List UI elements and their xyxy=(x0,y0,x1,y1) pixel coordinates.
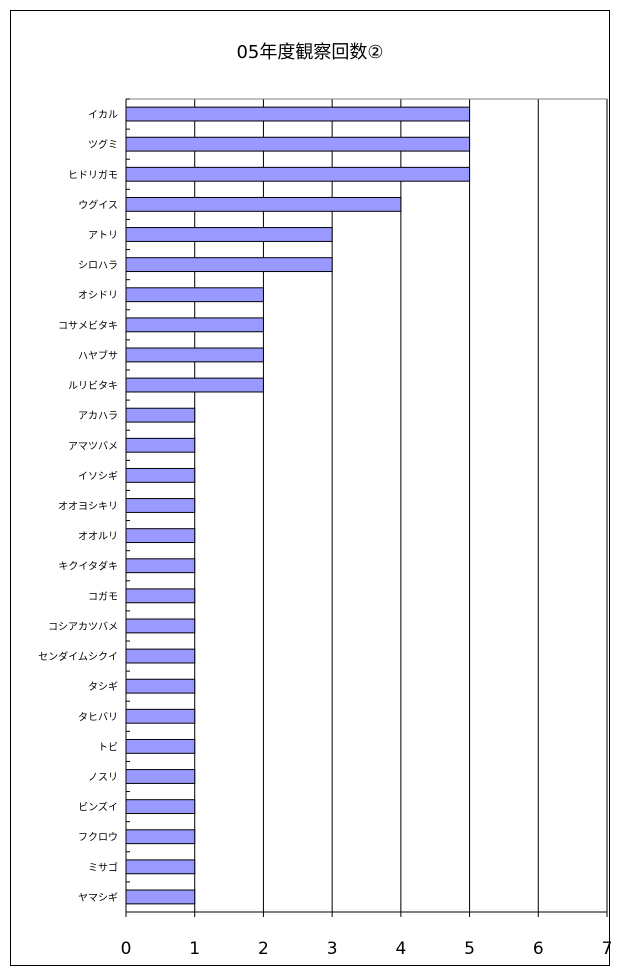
x-tick-label: 0 xyxy=(121,939,132,959)
bar xyxy=(125,287,264,303)
bar xyxy=(125,437,196,453)
bar xyxy=(125,347,264,363)
bar xyxy=(125,678,196,694)
bar xyxy=(125,769,196,784)
category-label: タヒバリ xyxy=(78,711,118,723)
bar xyxy=(125,227,333,242)
x-tick-label: 3 xyxy=(327,939,338,959)
bar xyxy=(125,106,471,122)
category-label: フクロウ xyxy=(78,832,118,844)
bar xyxy=(125,829,196,845)
category-label: アトリ xyxy=(88,231,118,242)
category-label: シロハラ xyxy=(78,260,118,272)
bar xyxy=(125,588,196,604)
x-tick-label: 6 xyxy=(533,939,544,959)
category-label: ヒドリガモ xyxy=(68,169,118,181)
x-tick-label: 1 xyxy=(189,939,200,959)
bar xyxy=(125,738,196,754)
bar xyxy=(125,136,471,152)
category-label: コガモ xyxy=(88,591,118,603)
category-label: アカハラ xyxy=(78,410,118,422)
category-label: ツグミ xyxy=(88,138,118,151)
category-label: ヤマシギ xyxy=(78,892,118,904)
category-label: センダイムシクイ xyxy=(38,650,118,663)
bar xyxy=(125,889,196,905)
bar xyxy=(125,196,402,212)
bar xyxy=(125,558,196,574)
x-tick-label: 7 xyxy=(602,939,613,959)
category-label: ウグイス xyxy=(78,198,118,211)
category-label: イソシギ xyxy=(78,470,118,482)
category-label: オオヨシキリ xyxy=(58,501,118,513)
category-label: タシギ xyxy=(88,681,118,693)
bar xyxy=(125,317,264,333)
bar xyxy=(125,708,196,724)
chart-title: 05年度観察回数② xyxy=(236,42,384,63)
category-label: オシドリ xyxy=(78,290,118,302)
bar xyxy=(125,799,196,815)
category-label: アマツバメ xyxy=(68,440,118,452)
bar xyxy=(125,377,264,393)
x-tick-label: 5 xyxy=(464,939,475,959)
category-label: キクイタダキ xyxy=(58,560,118,573)
bar xyxy=(125,618,196,634)
bar xyxy=(125,498,196,513)
bar xyxy=(125,859,196,875)
category-label: ノスリ xyxy=(88,773,118,784)
category-label: トビ xyxy=(98,741,118,753)
category-label: ルリビタキ xyxy=(68,380,118,392)
category-label: ハヤブサ xyxy=(78,349,118,362)
bar xyxy=(125,257,333,273)
bar xyxy=(125,166,471,182)
bar xyxy=(125,407,196,423)
bar xyxy=(125,528,196,544)
category-label: コシアカツバメ xyxy=(48,621,118,633)
bar xyxy=(125,467,196,483)
x-tick-label: 2 xyxy=(258,939,269,959)
category-label: ミサゴ xyxy=(88,861,118,874)
bar xyxy=(125,648,196,664)
x-tick-label: 4 xyxy=(395,939,406,959)
category-label: イカル xyxy=(88,109,118,121)
category-label: ビンズイ xyxy=(78,801,118,814)
category-label: コサメビタキ xyxy=(58,320,118,332)
category-label: オオルリ xyxy=(78,531,118,543)
